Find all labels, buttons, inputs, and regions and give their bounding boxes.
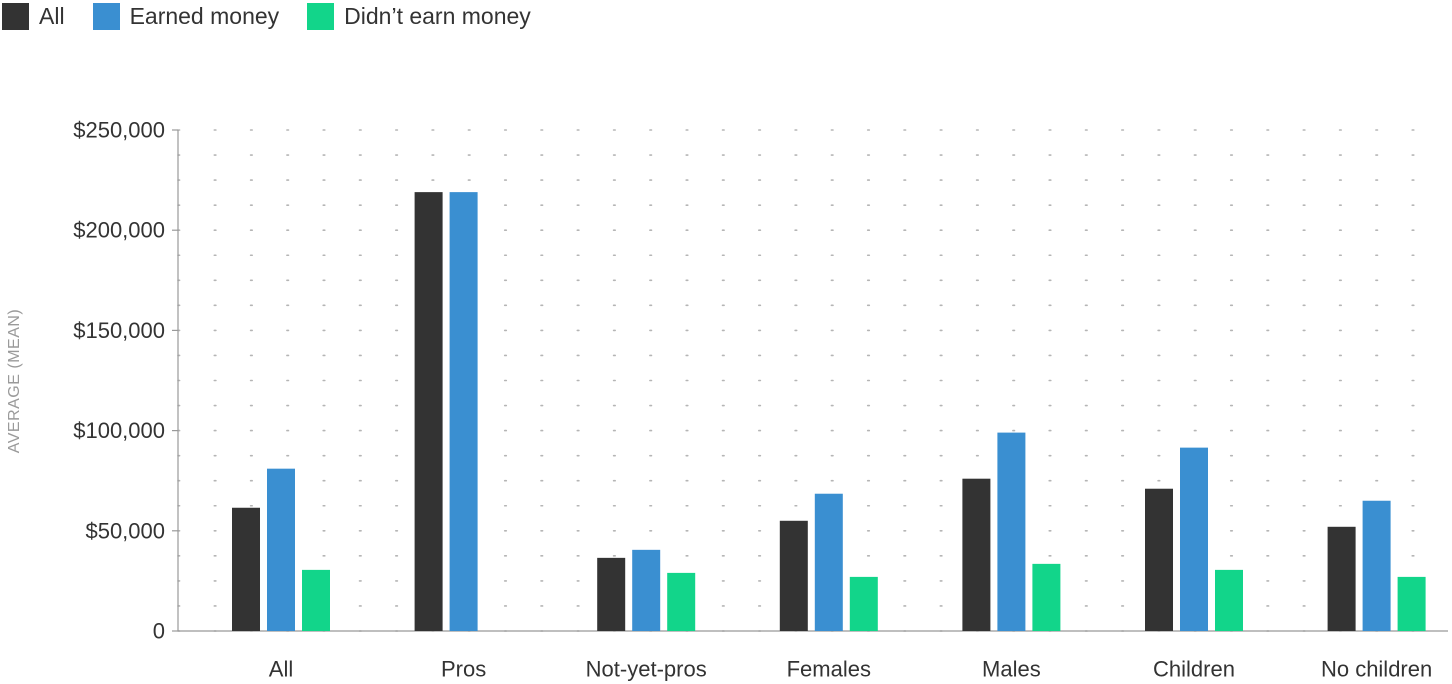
- bar-all-all: [232, 507, 260, 631]
- y-tick-labels: 0 $50,000 $100,000 $150,000 $200,000 $250,000: [73, 118, 165, 644]
- x-tick-label-children: Children: [1153, 657, 1235, 682]
- bar-no-children-earned-money: [1362, 500, 1391, 631]
- y-axis-title: AVERAGE (MEAN): [6, 309, 23, 454]
- bar-all-earned-money: [267, 468, 295, 631]
- x-tick-label-males: Males: [982, 657, 1041, 682]
- bar-males-all: [962, 478, 991, 631]
- bar-not-yet-pros-didn-t-earn-money: [667, 572, 696, 631]
- legend-swatch-all: [2, 2, 29, 30]
- legend-label-earned-money: Earned money: [129, 2, 280, 29]
- chart-legend: All Earned money Didn’t earn money: [2, 0, 559, 32]
- legend-item-all: All: [2, 2, 65, 30]
- legend-label-didnt-earn-money: Didn’t earn money: [344, 2, 531, 29]
- x-tick-label-pros: Pros: [441, 657, 486, 682]
- bar-males-earned-money: [997, 432, 1026, 631]
- bar-females-all: [779, 520, 808, 631]
- legend-item-earned-money: Earned money: [92, 2, 280, 30]
- bar-females-earned-money: [814, 493, 843, 631]
- x-tick-label-not-yet-pros: Not-yet-pros: [586, 657, 707, 682]
- y-tick-label: $50,000: [85, 518, 165, 543]
- bar-not-yet-pros-earned-money: [632, 549, 661, 631]
- y-tick-label: $200,000: [73, 218, 165, 243]
- legend-swatch-earned-money: [92, 2, 120, 30]
- chart-bars: [232, 192, 1426, 631]
- bar-not-yet-pros-all: [597, 557, 626, 631]
- bar-children-didn-t-earn-money: [1215, 569, 1243, 631]
- bar-children-all: [1145, 488, 1173, 631]
- chart-axes: [172, 129, 1448, 632]
- grid-dots: [177, 129, 1449, 632]
- bar-pros-all: [414, 192, 443, 631]
- x-tick-labels: All Pros Not-yet-pros Females Males Children N…: [269, 657, 1432, 682]
- bar-no-children-all: [1327, 526, 1356, 631]
- x-tick-label-all: All: [269, 657, 293, 682]
- y-tick-label: $150,000: [73, 318, 165, 343]
- bar-pros-earned-money: [449, 192, 478, 631]
- bar-no-children-didn-t-earn-money: [1397, 576, 1426, 631]
- bar-all-didn-t-earn-money: [302, 569, 330, 631]
- y-tick-label: $100,000: [73, 418, 165, 443]
- legend-swatch-didnt-earn-money: [307, 2, 335, 30]
- y-tick-label: $250,000: [73, 118, 165, 143]
- bar-children-earned-money: [1180, 447, 1208, 631]
- legend-item-didnt-earn-money: Didn’t earn money: [307, 2, 531, 30]
- x-tick-label-no-children: No children: [1321, 657, 1432, 682]
- bar-males-didn-t-earn-money: [1032, 563, 1061, 631]
- x-tick-label-females: Females: [787, 657, 871, 682]
- legend-label-all: All: [39, 2, 65, 29]
- bar-females-didn-t-earn-money: [849, 576, 878, 631]
- y-tick-label: 0: [153, 619, 165, 644]
